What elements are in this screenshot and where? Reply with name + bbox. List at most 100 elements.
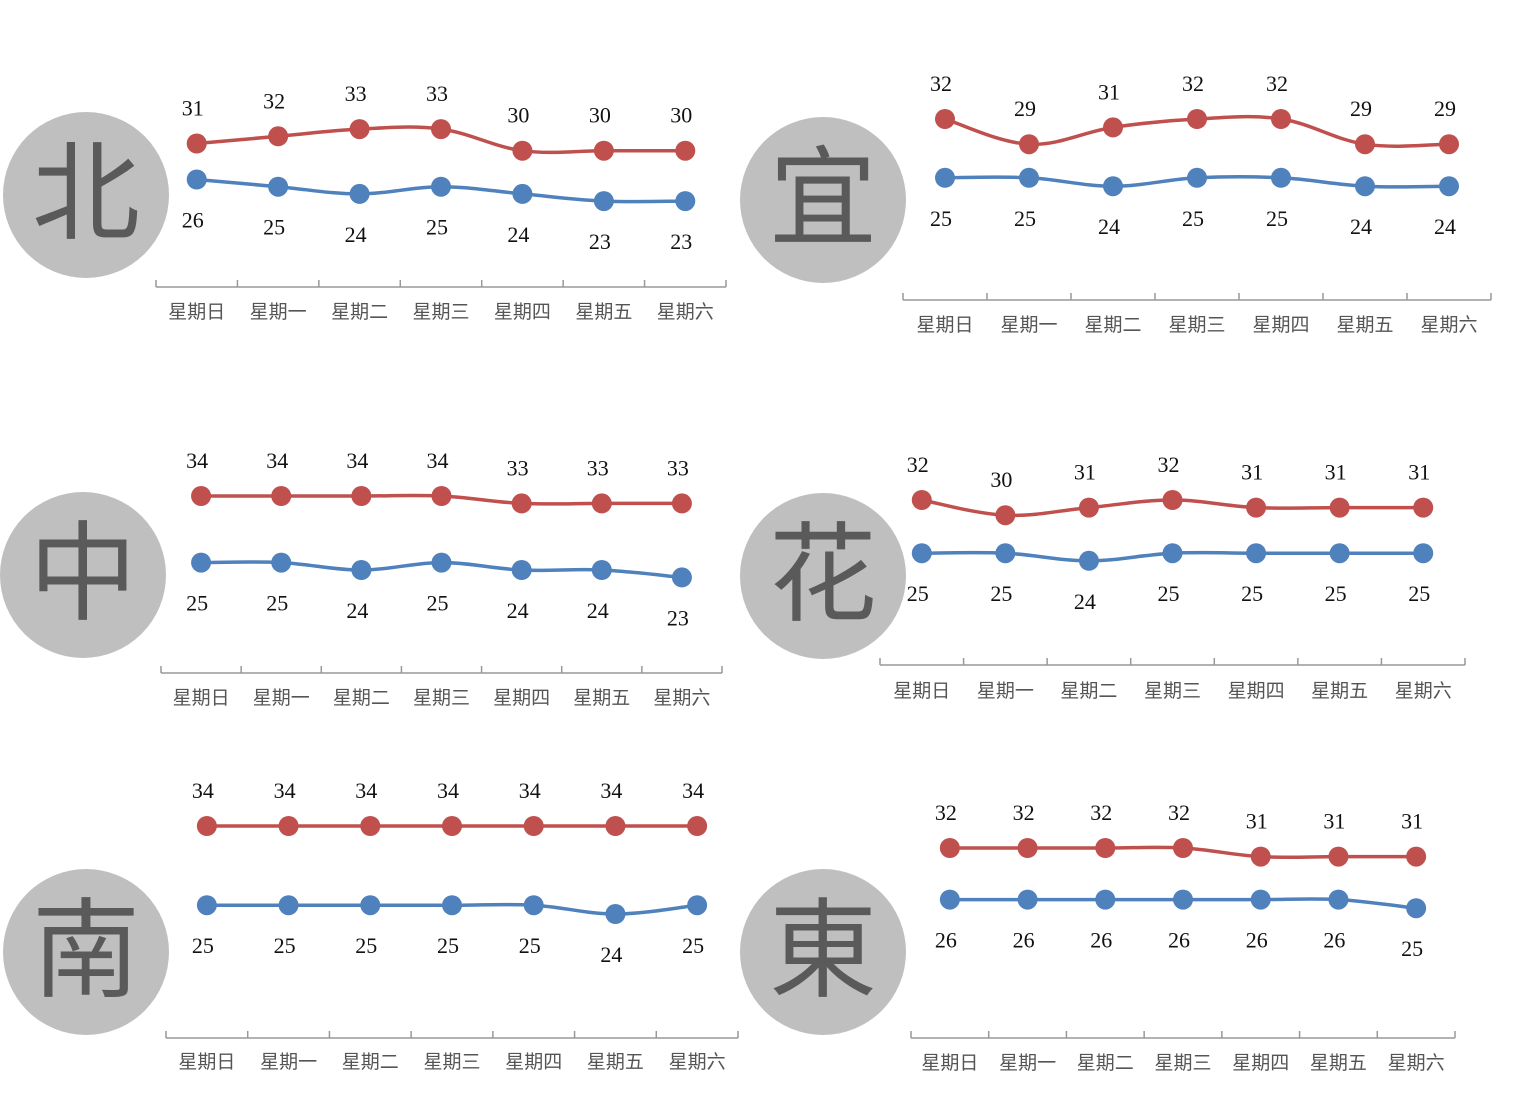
x-tick-label: 星期三 xyxy=(1168,314,1225,336)
high-temp-label: 31 xyxy=(1098,79,1120,104)
low-temp-label: 26 xyxy=(1013,928,1035,953)
low-temp-line xyxy=(196,177,686,204)
x-tick-label: 星期四 xyxy=(1232,1052,1289,1074)
high-temp-label: 32 xyxy=(1013,800,1035,825)
high-temp-point xyxy=(351,486,372,506)
low-temp-point xyxy=(1019,167,1039,188)
x-tick-label: 星期三 xyxy=(413,687,470,709)
high-temp-point xyxy=(1439,134,1459,155)
low-temp-label: 25 xyxy=(907,581,929,606)
high-temp-label: 31 xyxy=(182,96,204,121)
low-temp-label: 25 xyxy=(1325,581,1347,606)
high-temp-point xyxy=(1246,497,1267,518)
high-temp-label: 34 xyxy=(682,778,704,803)
low-temp-point xyxy=(351,560,372,580)
low-temp-point xyxy=(605,904,626,924)
low-temp-line xyxy=(944,174,1450,189)
low-temp-point xyxy=(186,169,207,190)
high-temp-point xyxy=(939,838,960,858)
x-tick-label: 星期四 xyxy=(1228,680,1285,702)
high-temp-point xyxy=(196,816,217,836)
low-temp-label: 25 xyxy=(1182,206,1204,231)
high-temp-label: 32 xyxy=(907,452,929,477)
low-temp-label: 25 xyxy=(355,933,377,958)
high-temp-point xyxy=(605,816,626,836)
high-temp-point xyxy=(271,486,292,506)
low-temp-line xyxy=(921,550,1424,563)
x-tick-label: 星期六 xyxy=(1388,1052,1445,1074)
high-temp-point xyxy=(593,140,614,161)
high-temp-point xyxy=(1413,497,1434,518)
high-temp-point xyxy=(1328,846,1349,867)
high-temp-label: 31 xyxy=(1323,809,1345,834)
x-tick-label: 星期二 xyxy=(1077,1052,1134,1074)
x-tick-label: 星期三 xyxy=(412,301,469,323)
high-temp-point xyxy=(191,486,212,506)
low-temp-label: 24 xyxy=(507,222,529,247)
high-temp-point xyxy=(431,119,451,140)
high-temp-point xyxy=(1103,117,1123,138)
high-temp-point xyxy=(1406,846,1427,867)
high-temp-label: 31 xyxy=(1241,460,1263,485)
low-temp-point xyxy=(268,176,289,197)
low-temp-point xyxy=(431,552,452,573)
high-temp-point xyxy=(1017,838,1038,858)
high-temp-label: 34 xyxy=(274,778,296,803)
x-tick-label: 星期四 xyxy=(494,301,551,323)
low-temp-label: 25 xyxy=(263,215,285,240)
low-temp-label: 24 xyxy=(1098,214,1120,239)
x-tick-label: 星期日 xyxy=(168,301,225,323)
high-temp-label: 31 xyxy=(1408,460,1430,485)
low-temp-line xyxy=(201,560,683,580)
low-temp-point xyxy=(1271,167,1291,188)
high-temp-point xyxy=(675,140,696,161)
low-temp-point xyxy=(687,895,708,916)
low-temp-label: 25 xyxy=(426,215,448,240)
high-temp-point xyxy=(511,493,532,514)
high-temp-label: 34 xyxy=(437,778,459,803)
high-temp-label: 30 xyxy=(670,103,692,128)
x-tick-label: 星期五 xyxy=(575,301,632,323)
low-temp-label: 26 xyxy=(182,208,204,233)
high-temp-point xyxy=(1250,846,1271,867)
low-temp-line xyxy=(206,902,698,916)
low-temp-point xyxy=(196,895,217,916)
high-temp-point xyxy=(523,816,544,836)
low-temp-point xyxy=(939,889,960,910)
high-temp-label: 32 xyxy=(935,800,957,825)
x-tick-label: 星期三 xyxy=(1144,680,1201,702)
low-temp-point xyxy=(671,567,692,588)
low-temp-label: 25 xyxy=(274,933,296,958)
high-temp-point xyxy=(186,133,207,154)
high-temp-point xyxy=(1355,134,1375,155)
city-badge: 北 xyxy=(3,112,169,278)
high-temp-label: 32 xyxy=(1158,452,1180,477)
high-temp-label: 34 xyxy=(192,778,214,803)
city-badge: 花 xyxy=(740,493,906,659)
high-temp-point xyxy=(442,816,462,836)
high-temp-label: 32 xyxy=(1090,800,1112,825)
high-temp-point xyxy=(1329,497,1350,518)
low-temp-label: 24 xyxy=(345,222,367,247)
low-temp-point xyxy=(523,895,544,916)
high-temp-label: 31 xyxy=(1325,460,1347,485)
high-temp-point xyxy=(591,493,612,514)
high-temp-label: 32 xyxy=(263,88,285,113)
low-temp-label: 25 xyxy=(427,591,449,616)
high-temp-point xyxy=(512,140,533,161)
high-temp-line xyxy=(944,114,1450,148)
low-temp-point xyxy=(271,552,292,573)
x-tick-label: 星期四 xyxy=(1252,314,1309,336)
low-temp-point xyxy=(1439,176,1459,197)
low-temp-point xyxy=(442,895,462,916)
high-temp-point xyxy=(671,493,692,514)
x-tick-label: 星期四 xyxy=(493,687,550,709)
low-temp-label: 25 xyxy=(930,206,952,231)
high-temp-label: 33 xyxy=(507,455,529,480)
high-temp-label: 30 xyxy=(990,467,1012,492)
high-temp-point xyxy=(1173,838,1193,858)
x-tick-label: 星期一 xyxy=(1000,314,1057,336)
x-tick-label: 星期一 xyxy=(260,1051,317,1073)
high-temp-point xyxy=(360,816,381,836)
low-temp-point xyxy=(1095,889,1116,910)
